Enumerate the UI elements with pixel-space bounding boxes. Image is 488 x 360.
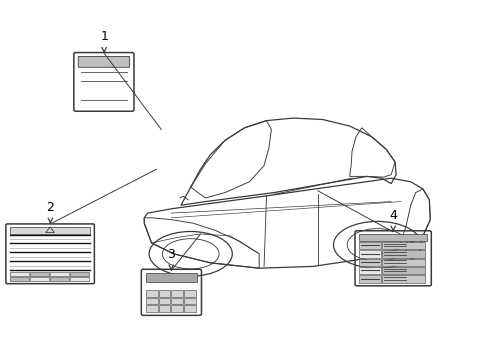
FancyBboxPatch shape [171, 290, 183, 297]
Text: 2: 2 [46, 201, 54, 214]
FancyBboxPatch shape [145, 273, 197, 282]
FancyBboxPatch shape [382, 267, 424, 274]
FancyBboxPatch shape [50, 272, 69, 276]
FancyBboxPatch shape [382, 250, 424, 257]
FancyBboxPatch shape [184, 290, 196, 297]
FancyBboxPatch shape [30, 272, 49, 276]
FancyBboxPatch shape [171, 305, 183, 312]
FancyBboxPatch shape [145, 297, 157, 304]
FancyBboxPatch shape [10, 227, 90, 234]
FancyBboxPatch shape [382, 275, 424, 283]
FancyBboxPatch shape [158, 290, 170, 297]
Text: 1: 1 [100, 30, 108, 43]
FancyBboxPatch shape [382, 242, 424, 249]
FancyBboxPatch shape [184, 297, 196, 304]
Text: 4: 4 [388, 209, 396, 222]
FancyBboxPatch shape [78, 57, 129, 67]
FancyBboxPatch shape [382, 258, 424, 266]
FancyBboxPatch shape [30, 277, 49, 281]
FancyBboxPatch shape [359, 267, 380, 274]
FancyBboxPatch shape [359, 275, 380, 283]
FancyBboxPatch shape [171, 297, 183, 304]
FancyBboxPatch shape [158, 305, 170, 312]
FancyBboxPatch shape [359, 258, 380, 266]
FancyBboxPatch shape [359, 250, 380, 257]
FancyBboxPatch shape [50, 277, 69, 281]
FancyBboxPatch shape [10, 272, 29, 276]
FancyBboxPatch shape [145, 290, 157, 297]
Text: 3: 3 [167, 248, 175, 261]
FancyBboxPatch shape [184, 305, 196, 312]
FancyBboxPatch shape [359, 234, 426, 241]
FancyBboxPatch shape [70, 277, 89, 281]
FancyBboxPatch shape [145, 305, 157, 312]
FancyBboxPatch shape [70, 272, 89, 276]
FancyBboxPatch shape [158, 297, 170, 304]
FancyBboxPatch shape [359, 242, 380, 249]
FancyBboxPatch shape [10, 277, 29, 281]
